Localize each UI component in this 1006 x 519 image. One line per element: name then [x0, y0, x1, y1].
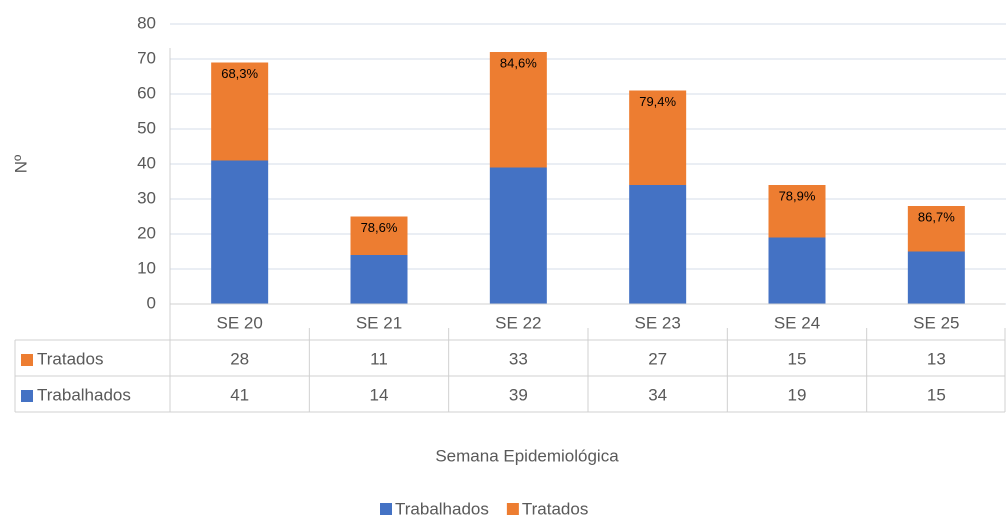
data-label: 68,3%	[221, 66, 258, 81]
table-row-label: Tratados	[37, 349, 103, 368]
data-label: 78,9%	[779, 188, 816, 203]
x-axis-title: Semana Epidemiológica	[435, 446, 619, 465]
y-tick-label: 40	[137, 153, 156, 172]
table-cell: 33	[509, 349, 528, 368]
data-label: 79,4%	[639, 94, 676, 109]
y-tick-label: 0	[147, 293, 156, 312]
data-label: 78,6%	[361, 220, 398, 235]
legend-key	[380, 503, 392, 515]
bar-segment	[350, 255, 408, 304]
x-tick-label: SE 23	[635, 313, 681, 332]
legend-label: Tratados	[522, 499, 588, 518]
table-row-label: Trabalhados	[37, 385, 131, 404]
bar-segment	[211, 62, 269, 161]
table-legend-key	[21, 354, 33, 366]
y-tick-label: 20	[137, 223, 156, 242]
y-tick-label: 70	[137, 48, 156, 67]
x-tick-label: SE 25	[913, 313, 959, 332]
table-cell: 39	[509, 385, 528, 404]
table-cell: 28	[230, 349, 249, 368]
table-cell: 15	[927, 385, 946, 404]
y-tick-label: 80	[137, 13, 156, 32]
data-label: 84,6%	[500, 55, 537, 70]
table-cell: 11	[370, 349, 388, 368]
bar-segment	[350, 216, 408, 255]
legend-label: Trabalhados	[395, 499, 489, 518]
y-axis-title: Nº	[11, 155, 30, 174]
x-tick-label: SE 21	[356, 313, 402, 332]
x-tick-label: SE 22	[495, 313, 541, 332]
table-cell: 13	[927, 349, 946, 368]
legend-key	[506, 503, 519, 515]
table-cell: 41	[230, 385, 249, 404]
data-label: 86,7%	[918, 209, 955, 224]
y-tick-label: 50	[137, 118, 156, 137]
y-tick-label: 60	[137, 83, 156, 102]
table-cell: 27	[648, 349, 667, 368]
table-cell: 15	[788, 349, 807, 368]
bar-segment	[907, 206, 965, 252]
bar-segment	[768, 237, 826, 304]
bar-segment	[629, 185, 687, 304]
y-tick-label: 10	[137, 258, 156, 277]
bar-segment	[211, 160, 269, 304]
bar-segment	[489, 167, 547, 304]
x-tick-label: SE 20	[217, 313, 263, 332]
table-legend-key	[21, 390, 33, 402]
table-cell: 19	[788, 385, 807, 404]
bar-segment	[768, 185, 826, 238]
bar-segment	[489, 52, 547, 168]
x-tick-label: SE 24	[774, 313, 820, 332]
y-tick-label: 30	[137, 188, 156, 207]
bar-segment	[907, 251, 965, 304]
table-cell: 14	[370, 385, 389, 404]
table-cell: 34	[648, 385, 667, 404]
bar-segment	[629, 90, 687, 185]
